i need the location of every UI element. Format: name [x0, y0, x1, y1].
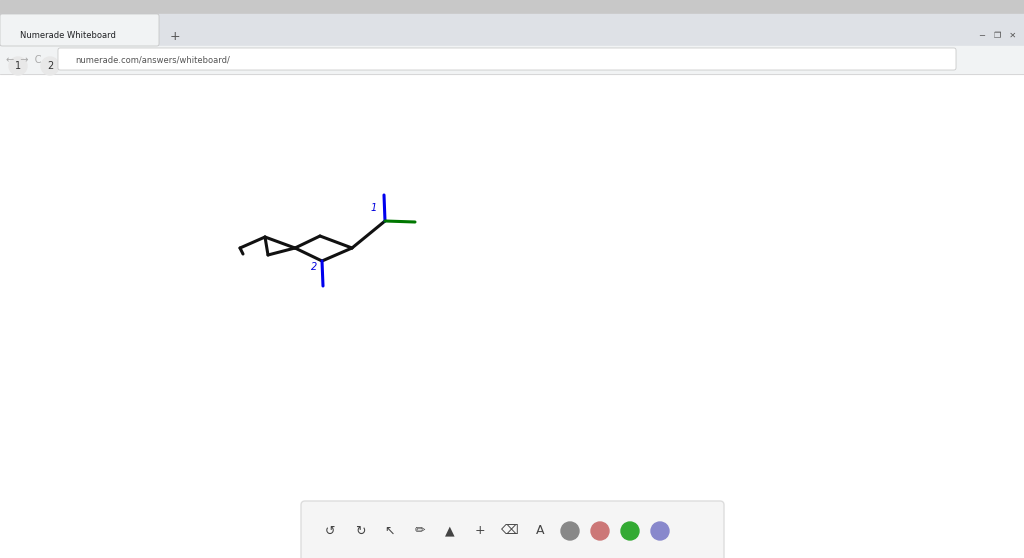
- Text: −   ❐   ✕: − ❐ ✕: [979, 31, 1016, 41]
- Circle shape: [41, 57, 59, 75]
- Text: Numerade Whiteboard: Numerade Whiteboard: [20, 31, 116, 41]
- Text: numerade.com/answers/whiteboard/: numerade.com/answers/whiteboard/: [75, 55, 229, 65]
- Text: 2: 2: [47, 61, 53, 71]
- FancyBboxPatch shape: [0, 14, 159, 46]
- Bar: [0, 14, 1024, 46]
- Text: ↺: ↺: [325, 525, 335, 537]
- Circle shape: [9, 57, 27, 75]
- FancyBboxPatch shape: [58, 48, 956, 70]
- Text: ↖: ↖: [385, 525, 395, 537]
- Text: ↻: ↻: [354, 525, 366, 537]
- Circle shape: [621, 522, 639, 540]
- Text: 1: 1: [15, 61, 22, 71]
- Text: ←  →  C: ← → C: [6, 55, 42, 65]
- Circle shape: [651, 522, 669, 540]
- Text: 2: 2: [311, 262, 317, 272]
- Text: +: +: [170, 30, 180, 42]
- Text: +: +: [475, 525, 485, 537]
- Text: ✏: ✏: [415, 525, 425, 537]
- Text: ⌫: ⌫: [501, 525, 519, 537]
- Text: A: A: [536, 525, 544, 537]
- FancyBboxPatch shape: [301, 501, 724, 558]
- Bar: [0, 46, 1024, 74]
- Circle shape: [561, 522, 579, 540]
- Text: 1: 1: [371, 203, 377, 213]
- Text: ▲: ▲: [445, 525, 455, 537]
- Bar: [0, 0, 1024, 14]
- Circle shape: [591, 522, 609, 540]
